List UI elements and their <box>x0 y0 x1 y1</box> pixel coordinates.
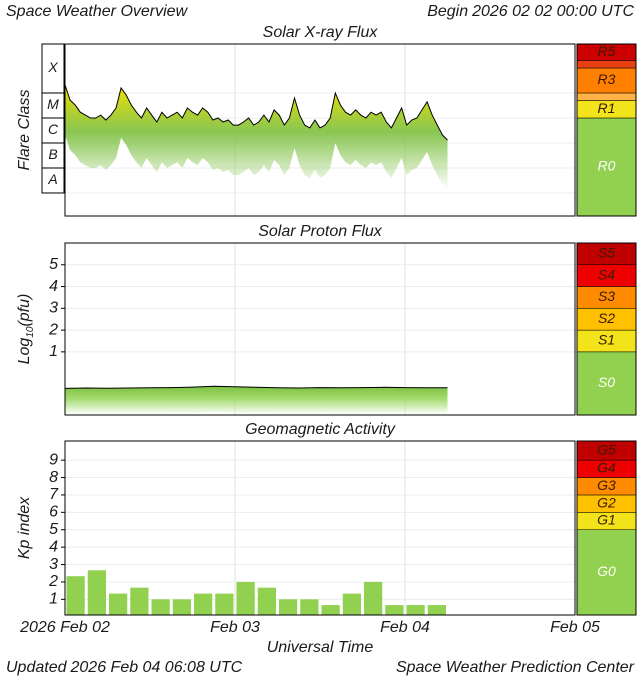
y-tick-label: 6 <box>49 504 58 521</box>
scale-label: G2 <box>597 494 616 510</box>
kp-bar <box>109 593 128 615</box>
scale-label: G1 <box>597 512 616 528</box>
scale-level <box>576 529 637 616</box>
kp-bar <box>406 605 425 615</box>
scale-label: G0 <box>597 563 616 579</box>
kp-bar <box>172 599 191 615</box>
scale-label: R0 <box>598 158 616 174</box>
scale-level <box>576 92 637 101</box>
begin-label: Begin <box>427 3 468 20</box>
y-axis-label-base: Log <box>16 338 33 365</box>
kp-bar <box>130 587 149 615</box>
credit: Space Weather Prediction Center <box>396 659 635 676</box>
kp-bar <box>300 599 319 615</box>
kp-bar <box>427 605 446 615</box>
kp-bar <box>66 576 85 615</box>
scale-border <box>576 242 637 416</box>
scale-border <box>576 440 637 616</box>
updated-time: Updated 2026 Feb 04 06:08 UTC <box>6 659 243 676</box>
scale-label: R3 <box>598 71 616 87</box>
scale-label: G5 <box>597 441 616 457</box>
scale-level <box>576 67 637 94</box>
y-tick-label: 4 <box>49 538 58 555</box>
scale-label: S4 <box>598 266 615 282</box>
y-tick-label: B <box>48 146 57 162</box>
scale-label: G4 <box>597 460 616 476</box>
plot-border <box>64 242 576 416</box>
y-tick-label: 5 <box>49 256 58 273</box>
y-axis-label: Kp index <box>16 496 33 559</box>
updated-label: Updated <box>6 659 68 676</box>
scale-label: S0 <box>598 374 615 390</box>
y-axis-label-rest: (pfu) <box>16 294 33 327</box>
scale-level <box>576 351 637 416</box>
x-axis-label: Universal Time <box>267 639 374 656</box>
begin-value: 2026 02 02 00:00 UTC <box>471 3 634 20</box>
panel-title: Geomagnetic Activity <box>245 421 396 438</box>
y-tick-label: 2 <box>48 321 58 338</box>
flux-line <box>64 385 448 389</box>
y-tick-label: 5 <box>49 521 58 538</box>
scale-label: G3 <box>597 477 616 493</box>
scale-label: S5 <box>598 245 615 261</box>
y-tick-label: X <box>47 59 58 75</box>
kp-bar <box>385 605 404 615</box>
kp-bar <box>364 581 383 615</box>
y-tick-label: 1 <box>49 343 58 360</box>
scale-border <box>576 43 637 217</box>
x-tick-label: Feb 04 <box>380 619 430 636</box>
x-tick-label: Feb 05 <box>550 619 600 636</box>
x-tick-label: 2026 Feb 02 <box>19 619 110 636</box>
flux-area <box>65 84 448 191</box>
scale-label: S3 <box>598 288 615 304</box>
y-tick-label: 2 <box>48 573 58 590</box>
y-tick-label: 4 <box>49 278 58 295</box>
y-tick-label: C <box>48 121 59 137</box>
kp-bar <box>279 599 298 615</box>
kp-bar <box>151 599 170 615</box>
updated-value: 2026 Feb 04 06:08 UTC <box>70 659 243 676</box>
plot-border <box>64 440 576 616</box>
kp-bar <box>194 593 213 615</box>
y-tick-label: 8 <box>49 469 58 486</box>
flux-area <box>65 386 448 415</box>
y-tick-label: 3 <box>49 556 58 573</box>
kp-bar <box>342 593 361 615</box>
y-tick-label: A <box>47 171 57 187</box>
kp-bar <box>236 581 255 615</box>
y-tick-label: 3 <box>49 300 58 317</box>
scale-label: R1 <box>598 100 616 116</box>
begin-time: Begin 2026 02 02 00:00 UTC <box>427 3 634 20</box>
y-axis-label-sub: 10 <box>25 326 36 338</box>
panel-title: Solar Proton Flux <box>258 223 383 240</box>
kp-bar <box>321 605 340 615</box>
scale-level <box>576 60 637 69</box>
flux-line <box>64 84 448 141</box>
scale-label: S2 <box>598 310 615 326</box>
plot-border <box>64 43 576 217</box>
kp-bar <box>257 587 276 615</box>
kp-bar <box>215 593 234 615</box>
y-tick-label: 9 <box>49 451 58 468</box>
y-tick-box <box>41 43 65 94</box>
kp-bar <box>87 570 106 615</box>
y-axis-label: Log10(pfu) <box>16 294 35 365</box>
y-axis-label: Flare Class <box>16 90 33 171</box>
y-tick-label: 7 <box>49 486 59 503</box>
scale-label: R5 <box>598 43 616 59</box>
x-tick-label: Feb 03 <box>210 619 260 636</box>
scale-label: S1 <box>598 332 615 348</box>
y-tick-label: M <box>47 96 59 112</box>
panel-title: Solar X-ray Flux <box>263 24 379 41</box>
y-tick-label: 1 <box>49 591 58 608</box>
page-title: Space Weather Overview <box>6 3 189 20</box>
